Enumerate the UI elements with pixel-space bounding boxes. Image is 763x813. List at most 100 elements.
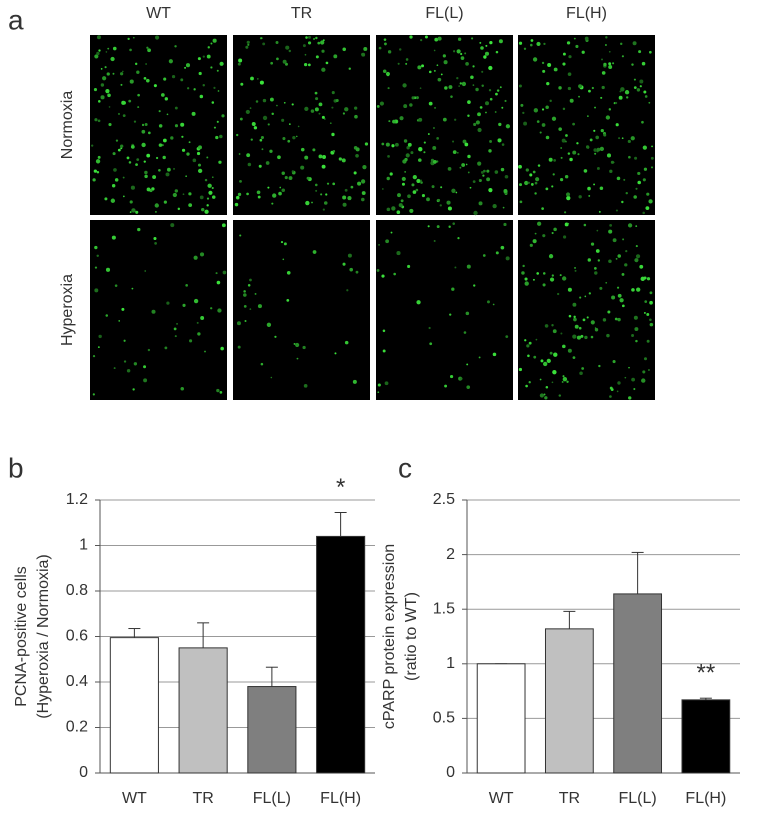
- y-axis-label: (ratio to WT): [403, 592, 420, 681]
- cell: [404, 171, 407, 173]
- y-tick-label: 0.4: [66, 673, 88, 690]
- cell: [574, 269, 577, 272]
- cell: [486, 300, 490, 304]
- cell: [200, 316, 205, 320]
- cell: [505, 124, 511, 129]
- cell: [428, 101, 433, 106]
- cell: [551, 116, 557, 121]
- cell: [530, 39, 534, 42]
- cell: [548, 157, 553, 162]
- cell: [498, 122, 502, 127]
- cell: [461, 163, 466, 167]
- micrograph-bg: [233, 35, 370, 215]
- y-tick-label: 0: [446, 764, 455, 781]
- cell: [502, 206, 505, 209]
- cell: [219, 134, 223, 139]
- cell: [387, 50, 392, 54]
- cell: [553, 158, 557, 162]
- cell: [565, 134, 568, 137]
- cell: [385, 142, 390, 147]
- cell: [144, 170, 148, 175]
- cell: [418, 117, 423, 122]
- cell: [285, 45, 290, 50]
- cell: [524, 180, 529, 186]
- cell: [212, 195, 216, 199]
- cell: [258, 164, 262, 168]
- cell: [387, 154, 390, 158]
- cell: [612, 360, 616, 364]
- cell: [646, 192, 650, 196]
- cell: [147, 48, 151, 53]
- cell: [281, 188, 286, 193]
- cell: [164, 97, 168, 101]
- cell: [541, 61, 545, 65]
- cell: [421, 64, 425, 68]
- cell: [92, 178, 96, 182]
- cell: [391, 144, 395, 148]
- cell: [107, 47, 110, 50]
- cell: [154, 203, 159, 208]
- cell: [305, 200, 310, 206]
- cell: [398, 203, 403, 208]
- cell: [481, 70, 484, 73]
- cell: [518, 84, 522, 88]
- cell: [311, 201, 313, 204]
- cell: [295, 342, 300, 348]
- cell: [318, 112, 321, 115]
- cell: [210, 42, 213, 45]
- cell: [456, 77, 459, 80]
- cell: [129, 79, 134, 84]
- cell: [392, 119, 396, 124]
- cell: [643, 357, 648, 361]
- cell: [174, 124, 179, 128]
- cell: [259, 80, 264, 85]
- cell: [631, 63, 634, 66]
- cell: [238, 58, 243, 63]
- cell: [591, 86, 594, 90]
- cell: [384, 381, 389, 386]
- cell: [352, 379, 357, 384]
- cell: [211, 101, 215, 104]
- cell: [472, 65, 475, 68]
- cell: [324, 118, 326, 120]
- cell: [580, 334, 584, 338]
- cell: [486, 177, 491, 182]
- cell: [423, 141, 426, 144]
- cell: [363, 46, 368, 51]
- cell: [185, 175, 187, 177]
- cell: [553, 352, 558, 357]
- cell: [347, 253, 352, 258]
- cell: [416, 178, 421, 184]
- cell: [632, 41, 637, 46]
- cell: [107, 93, 111, 98]
- cell: [411, 183, 415, 187]
- cell: [594, 152, 597, 155]
- cell: [602, 318, 607, 322]
- cell: [473, 210, 478, 216]
- column-label: TR: [291, 5, 312, 22]
- cell: [137, 93, 140, 97]
- cell: [213, 126, 216, 129]
- cell: [153, 236, 157, 241]
- cell: [426, 197, 430, 202]
- cell: [115, 139, 119, 142]
- cell: [500, 167, 505, 172]
- cell: [378, 243, 380, 246]
- cell: [494, 111, 497, 113]
- cell: [420, 179, 422, 182]
- cell: [627, 139, 631, 144]
- cell: [174, 335, 177, 338]
- cell: [243, 305, 247, 308]
- cell: [617, 254, 622, 258]
- cell: [270, 61, 274, 65]
- cell: [634, 258, 639, 263]
- cell: [120, 72, 124, 76]
- cell: [315, 189, 318, 192]
- cell: [259, 138, 263, 142]
- cell: [105, 267, 111, 272]
- cell: [621, 304, 625, 308]
- cell: [603, 133, 607, 137]
- cell: [420, 181, 423, 184]
- cell: [649, 318, 652, 322]
- cell: [204, 209, 209, 214]
